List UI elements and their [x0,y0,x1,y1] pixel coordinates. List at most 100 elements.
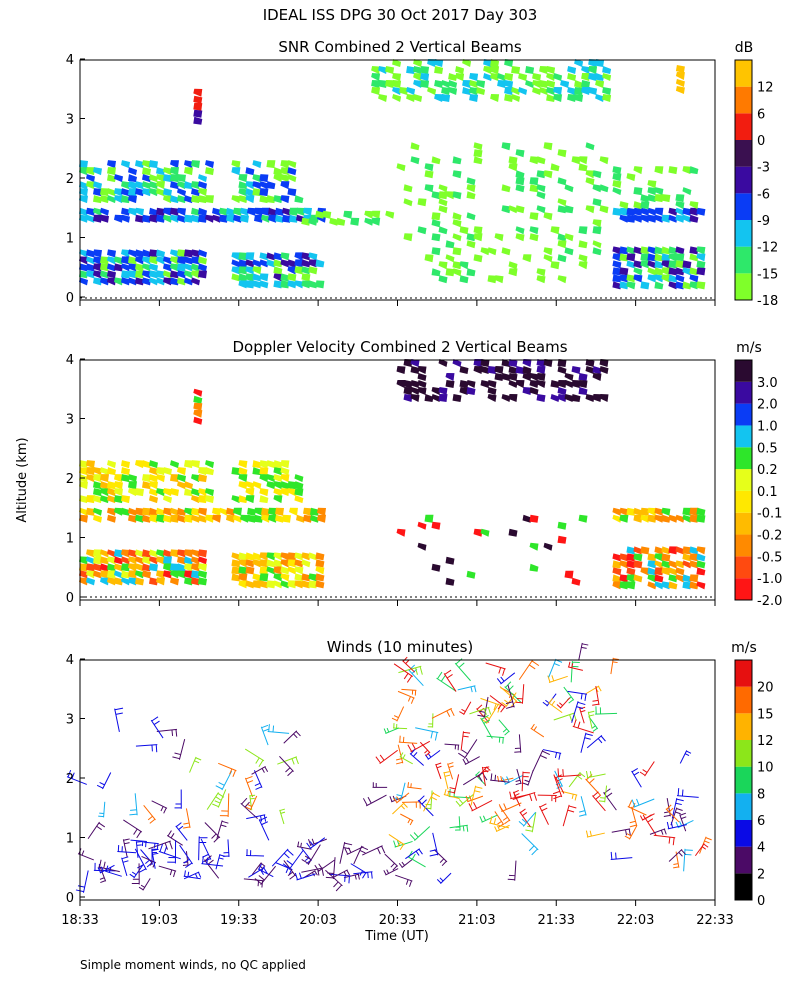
wind-barb [395,874,413,887]
heatmap-cell [142,263,151,272]
heatmap-cell [287,167,297,176]
wind-barb [443,770,451,790]
heatmap-cell [508,528,518,537]
wind-barb [253,770,263,790]
heatmap-cell [205,488,214,497]
heatmap-cell [245,481,255,490]
heatmap-cell [438,359,448,367]
heatmap-cell [100,467,109,476]
wind-barb [683,848,693,872]
heatmap-cell [149,474,158,483]
heatmap-cell [592,170,602,179]
heatmap-cell [142,514,151,523]
heatmap-cell [177,514,186,523]
heatmap-cell [259,259,269,268]
colorbar-frame [734,659,753,901]
heatmap-cell [647,207,657,216]
heatmap-cell [205,167,214,176]
heatmap-cell [578,226,588,235]
heatmap-cell [287,488,297,497]
heatmap-cell [550,380,560,388]
heatmap-cell [184,556,193,565]
wind-barb [296,841,312,850]
heatmap-cell [557,233,567,242]
heatmap-cell [163,507,172,516]
heatmap-cell [149,481,158,490]
wind-barb [586,734,606,749]
wind-barb [459,701,472,716]
heatmap-cell [452,191,462,200]
colorbar-segment [735,873,752,900]
heatmap-cell [410,156,420,165]
wind-barb [383,868,399,876]
wind-barb [353,845,369,865]
heatmap-cell [494,233,504,242]
heatmap-cell [595,59,605,67]
heatmap-cell [413,59,423,67]
heatmap-cell [294,259,304,268]
wind-barb [245,795,258,811]
heatmap-cell [612,560,622,569]
heatmap-cell [640,260,650,269]
heatmap-cell [403,380,413,388]
heatmap-cell [280,160,290,169]
heatmap-cell [128,488,137,497]
heatmap-cell [245,580,255,589]
wind-barb [122,838,130,858]
wind-barb [431,707,455,719]
y-tick-label: 3 [66,113,74,128]
heatmap-cell [156,270,165,279]
wind-barb [572,719,594,734]
heatmap-cell [508,394,518,402]
wind-barb [218,762,237,777]
heatmap-cell [273,467,283,476]
heatmap-cell [661,260,671,269]
heatmap-cell [273,167,283,176]
heatmap-cell [261,514,270,523]
heatmap-cell [79,195,88,204]
heatmap-cell [308,252,318,261]
heatmap-cell [592,373,602,381]
wind-barb [592,685,600,706]
wind-barb [277,756,299,765]
wind-barb [447,774,460,794]
heatmap-cell [93,467,102,476]
heatmap-cell [156,549,165,558]
heatmap-cell [438,198,448,207]
heatmap-cell [163,167,172,176]
heatmap-cell [86,167,95,176]
wind-barb [114,707,124,732]
heatmap-cell [252,181,262,190]
heatmap-cell [205,467,214,476]
heatmap-cell [431,219,441,228]
heatmap-cell [431,394,441,402]
heatmap-cell [79,160,88,169]
heatmap-cell [191,195,200,204]
wind-barb [515,768,522,786]
heatmap-cell [508,261,518,270]
heatmap-cell [79,514,88,523]
heatmap-cell [280,252,290,261]
heatmap-cell [473,142,483,151]
heatmap-cell [529,226,539,235]
heatmap-cell [93,488,102,497]
heatmap-cell [163,214,172,223]
heatmap-cell [121,549,130,558]
wind-barb [436,671,456,692]
heatmap-cell [238,573,248,582]
wind-barb [333,869,350,878]
heatmap-cell [245,488,255,497]
wind-barb [246,849,265,857]
wind-barb [552,774,563,800]
heatmap-cell [128,481,137,490]
wind-barb [183,871,202,880]
heatmap-cell [238,259,248,268]
heatmap-cell [177,556,186,565]
heatmap-cell [142,549,151,558]
heatmap-cell [626,560,636,569]
heatmap-cell [424,163,434,172]
heatmap-cell [403,359,413,367]
heatmap-cell [142,256,151,265]
